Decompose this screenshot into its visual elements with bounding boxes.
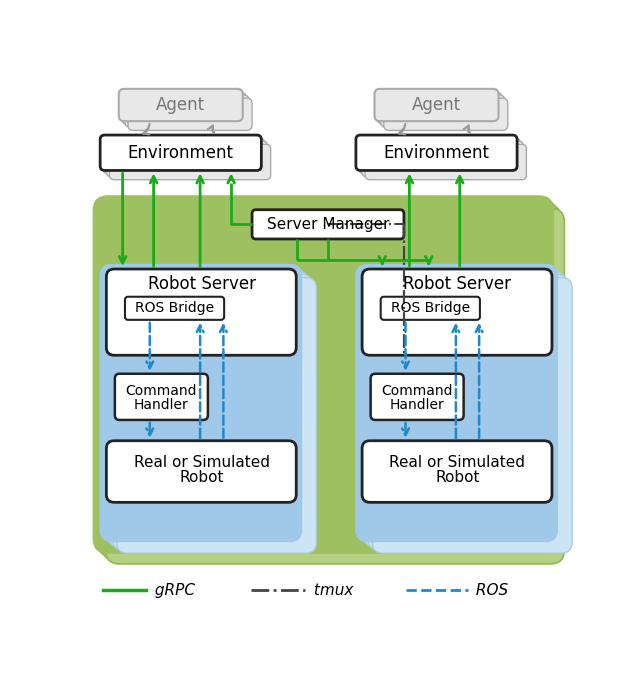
FancyBboxPatch shape [119,89,243,121]
FancyBboxPatch shape [106,441,296,502]
FancyBboxPatch shape [113,274,312,550]
FancyBboxPatch shape [356,265,557,541]
FancyBboxPatch shape [106,208,564,564]
Text: Robot Server: Robot Server [403,275,511,293]
Text: ROS: ROS [472,583,509,597]
Text: Handler: Handler [390,398,445,411]
Text: Server Manager: Server Manager [267,217,389,232]
FancyBboxPatch shape [125,297,224,320]
FancyBboxPatch shape [368,274,568,550]
Text: ROS Bridge: ROS Bridge [135,301,214,316]
FancyBboxPatch shape [109,271,308,547]
FancyBboxPatch shape [374,89,499,121]
FancyBboxPatch shape [106,269,296,356]
FancyBboxPatch shape [106,141,268,176]
FancyBboxPatch shape [372,278,572,553]
FancyBboxPatch shape [115,373,208,420]
FancyBboxPatch shape [356,135,517,170]
Text: Real or Simulated: Real or Simulated [134,455,269,470]
FancyBboxPatch shape [101,265,301,541]
FancyBboxPatch shape [359,138,520,174]
Text: Environment: Environment [128,144,234,162]
FancyBboxPatch shape [98,200,557,556]
Text: Environment: Environment [383,144,490,162]
FancyBboxPatch shape [252,209,404,239]
Text: Robot: Robot [435,470,479,485]
FancyBboxPatch shape [384,98,508,130]
FancyBboxPatch shape [364,271,564,547]
FancyBboxPatch shape [94,196,553,553]
FancyBboxPatch shape [365,144,527,180]
FancyBboxPatch shape [371,373,463,420]
Text: Agent: Agent [156,96,205,114]
FancyBboxPatch shape [116,278,316,553]
FancyBboxPatch shape [362,269,552,356]
FancyBboxPatch shape [102,205,561,560]
FancyBboxPatch shape [381,95,505,127]
Text: Robot Server: Robot Server [148,275,255,293]
FancyBboxPatch shape [128,98,252,130]
Text: Robot: Robot [179,470,224,485]
FancyBboxPatch shape [122,92,246,124]
Text: gRPC: gRPC [150,583,195,597]
Text: Command: Command [381,384,453,398]
FancyBboxPatch shape [105,268,305,544]
FancyBboxPatch shape [362,141,524,176]
FancyBboxPatch shape [109,144,271,180]
Text: Real or Simulated: Real or Simulated [389,455,525,470]
FancyBboxPatch shape [100,135,261,170]
FancyBboxPatch shape [125,95,249,127]
Text: Agent: Agent [412,96,461,114]
Text: tmux: tmux [308,583,353,597]
FancyBboxPatch shape [378,92,502,124]
Text: Handler: Handler [134,398,189,411]
FancyBboxPatch shape [360,268,561,544]
FancyBboxPatch shape [103,138,264,174]
Text: ROS Bridge: ROS Bridge [391,301,470,316]
Text: Command: Command [125,384,197,398]
FancyBboxPatch shape [381,297,480,320]
FancyBboxPatch shape [362,441,552,502]
